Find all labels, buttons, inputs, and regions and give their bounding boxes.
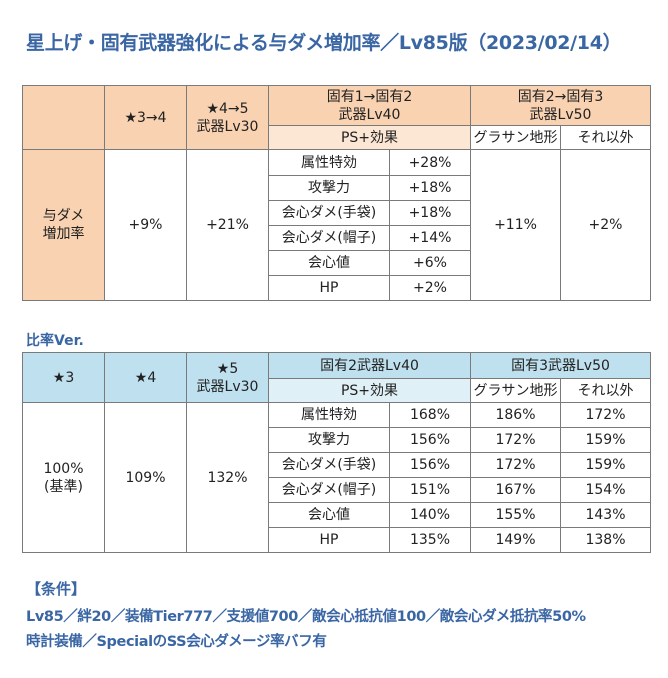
header-star4: ★4 xyxy=(104,352,187,403)
ps-value: +18% xyxy=(389,200,471,226)
ps-label: 会心値 xyxy=(268,250,390,276)
header-star3: ★3 xyxy=(22,352,105,403)
ps-value: +18% xyxy=(389,175,471,201)
header-star4to5-line2: 武器Lv30 xyxy=(196,118,259,135)
conditions-line1: Lv85／絆20／装備Tier777／支援値700／敵会心抵抗値100／敵会心ダ… xyxy=(26,609,586,625)
row-label-line1: 与ダメ xyxy=(42,208,85,224)
unique2-value: 151% xyxy=(389,477,471,503)
header-ps-effect: PS+効果 xyxy=(268,378,471,403)
other-value: +2% xyxy=(560,149,651,301)
unique2-value: 140% xyxy=(389,502,471,528)
ps-label: 会心ダメ(帽子) xyxy=(268,477,390,503)
header-star3to4: ★3→4 xyxy=(104,85,187,150)
ps-label: 攻撃力 xyxy=(268,427,390,453)
ratio-subtitle: 比率Ver. xyxy=(26,333,84,349)
header-unique1to2-line2: 武器Lv40 xyxy=(338,106,401,123)
header-grassan: グラサン地形 xyxy=(470,125,561,150)
star4to5-value: +21% xyxy=(186,149,269,301)
header-grassan: グラサン地形 xyxy=(470,378,561,403)
ps-label: 属性特効 xyxy=(268,402,390,428)
star4-value: 109% xyxy=(104,402,187,553)
star3-value-line1: 100% xyxy=(43,460,84,477)
other-value: 159% xyxy=(560,427,651,453)
header-star5: ★5 武器Lv30 xyxy=(186,352,269,403)
ps-label: 会心ダメ(手袋) xyxy=(268,452,390,478)
star3-value: 100% (基準) xyxy=(22,402,105,553)
ps-value: +6% xyxy=(389,250,471,276)
header-unique1to2-line1: 固有1→固有2 xyxy=(326,88,413,105)
grassan-value: 149% xyxy=(470,527,561,553)
header-unique2: 固有2武器Lv40 xyxy=(268,352,471,379)
unique2-value: 135% xyxy=(389,527,471,553)
grassan-value: 186% xyxy=(470,402,561,428)
ps-label: 会心ダメ(手袋) xyxy=(268,200,390,226)
other-value: 159% xyxy=(560,452,651,478)
header-star4to5-line1: ★4→5 xyxy=(206,100,249,117)
conditions-line2: 時計装備／SpecialのSS会心ダメージ率バフ有 xyxy=(26,634,327,650)
other-value: 154% xyxy=(560,477,651,503)
ps-label: HP xyxy=(268,527,390,553)
conditions-title: 【条件】 xyxy=(26,580,87,598)
star5-value: 132% xyxy=(186,402,269,553)
header-unique2to3-line1: 固有2→固有3 xyxy=(517,88,604,105)
header-unique2to3-line2: 武器Lv50 xyxy=(529,106,592,123)
other-value: 138% xyxy=(560,527,651,553)
grassan-value: 172% xyxy=(470,452,561,478)
ps-value: +2% xyxy=(389,275,471,301)
other-value: 143% xyxy=(560,502,651,528)
row-label-line2: 増加率 xyxy=(42,226,85,242)
header-other: それ以外 xyxy=(560,378,651,403)
header-unique3: 固有3武器Lv50 xyxy=(470,352,651,379)
header-star5-line1: ★5 xyxy=(216,360,239,377)
ps-label: 攻撃力 xyxy=(268,175,390,201)
star3-value-line2: (基準) xyxy=(44,478,83,495)
unique2-value: 156% xyxy=(389,452,471,478)
ps-value: +28% xyxy=(389,149,471,176)
header-other: それ以外 xyxy=(560,125,651,150)
unique2-value: 156% xyxy=(389,427,471,453)
grassan-value: 155% xyxy=(470,502,561,528)
other-value: 172% xyxy=(560,402,651,428)
ps-value: +14% xyxy=(389,225,471,251)
header-star4to5: ★4→5 武器Lv30 xyxy=(186,85,269,150)
header-star5-line2: 武器Lv30 xyxy=(196,378,259,395)
row-label-damage: 与ダメ 増加率 xyxy=(22,149,105,301)
unique2-value: 168% xyxy=(389,402,471,428)
ps-label: 会心値 xyxy=(268,502,390,528)
page-title: 星上げ・固有武器強化による与ダメ増加率／Lv85版（2023/02/14） xyxy=(26,32,622,54)
header-unique1to2: 固有1→固有2 武器Lv40 xyxy=(268,85,471,126)
corner-header xyxy=(22,85,105,150)
grassan-value: +11% xyxy=(470,149,561,301)
ps-label: 会心ダメ(帽子) xyxy=(268,225,390,251)
star3to4-value: +9% xyxy=(104,149,187,301)
header-ps-effect: PS+効果 xyxy=(268,125,471,150)
header-unique2to3: 固有2→固有3 武器Lv50 xyxy=(470,85,651,126)
grassan-value: 167% xyxy=(470,477,561,503)
grassan-value: 172% xyxy=(470,427,561,453)
ps-label: HP xyxy=(268,275,390,301)
damage-increase-table: ★3→4 ★4→5 武器Lv30 固有1→固有2 武器Lv40 固有2→固有3 武器L… xyxy=(22,85,651,301)
ratio-table: ★3 ★4 ★5 武器Lv30 固有2武器Lv40 固有3武器Lv50 PS+効果… xyxy=(22,352,651,553)
ps-label: 属性特効 xyxy=(268,149,390,176)
